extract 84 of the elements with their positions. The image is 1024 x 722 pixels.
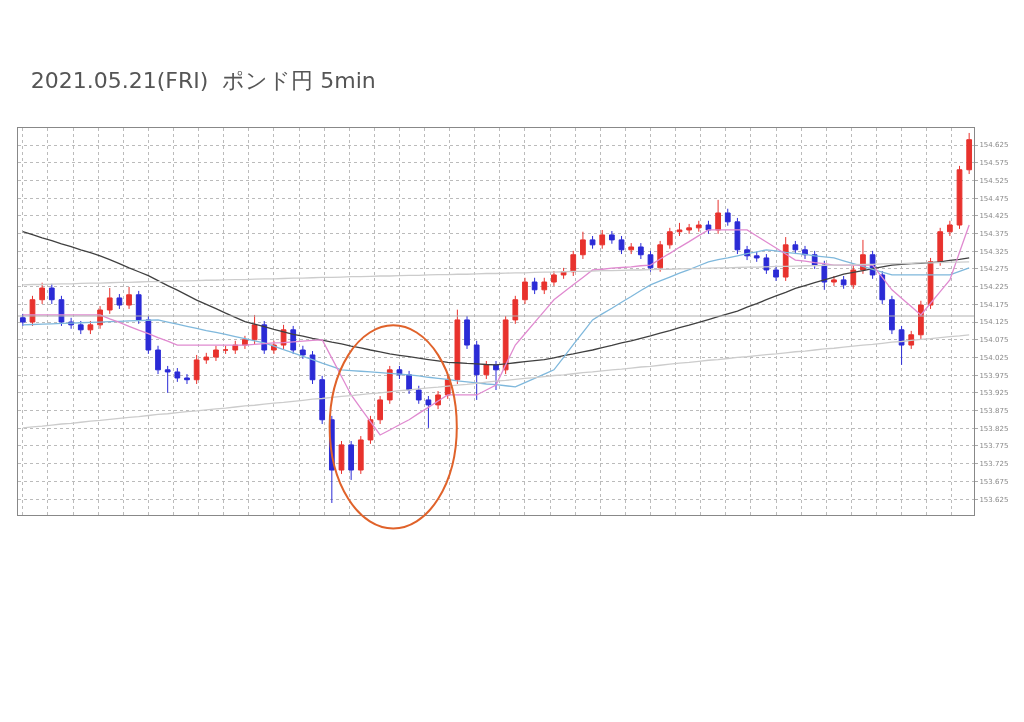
candlestick [889, 295, 895, 335]
candlestick [898, 325, 905, 366]
candlestick [705, 220, 712, 235]
chart-title: 2021.05.21(FRI) ポンド円 5min [30, 67, 376, 93]
candlestick [213, 345, 219, 362]
candlestick [570, 250, 577, 277]
candlestick [773, 265, 779, 282]
candlestick [966, 132, 973, 175]
candlestick [367, 415, 374, 445]
candlestick [676, 222, 683, 237]
candlestick [879, 270, 886, 305]
candlestick [184, 373, 190, 385]
line-series [22, 231, 970, 366]
candlestick [628, 242, 635, 255]
candlestick [300, 345, 306, 360]
candlestick [193, 354, 200, 385]
candlestick [357, 435, 364, 475]
candlestick [522, 277, 528, 305]
candlestick [87, 320, 94, 335]
candlestick [637, 242, 644, 260]
candlestick [686, 223, 692, 235]
candlestick [348, 440, 355, 481]
candlestick [647, 250, 654, 273]
candlestick [831, 275, 837, 287]
line-series [22, 249, 970, 388]
candlestick [956, 165, 963, 230]
candlestick [319, 375, 326, 425]
candlestick [599, 229, 606, 250]
candlestick [19, 313, 26, 327]
candlestick [734, 217, 741, 255]
candlestick [560, 267, 567, 280]
line-series [22, 261, 970, 286]
candlestick [782, 236, 789, 282]
candlestick [135, 290, 142, 325]
candlestick [126, 286, 132, 310]
candlestick [425, 395, 432, 429]
candlestick [551, 270, 557, 287]
candlestick [251, 314, 258, 345]
candlestick [512, 295, 519, 325]
candlestick [937, 227, 944, 267]
candlestick [695, 220, 702, 233]
candlestick [406, 370, 412, 395]
candlestick [454, 309, 461, 385]
candlestick [840, 275, 847, 290]
candlestick [174, 367, 181, 383]
candlestick [377, 395, 383, 425]
candlestick [609, 230, 615, 245]
candlestick [483, 360, 490, 380]
candlestick [473, 340, 480, 401]
candlestick [222, 345, 229, 355]
candlestick [531, 277, 538, 295]
candlestick [464, 315, 470, 350]
candlestick [309, 350, 316, 385]
candlestick [106, 287, 113, 315]
candlestick [155, 345, 161, 375]
candlestick [261, 320, 268, 355]
candlestick [946, 220, 953, 237]
candlestick [541, 277, 548, 295]
candlestick [724, 208, 731, 227]
candlestick [493, 360, 499, 391]
candlestick [203, 352, 210, 365]
candlestick [338, 440, 345, 475]
candlestick [908, 330, 915, 350]
candlestick [618, 235, 625, 255]
candlestick [164, 365, 171, 394]
candlestick [580, 231, 586, 260]
candlestick [116, 293, 123, 310]
candlestick [415, 385, 422, 405]
candlestick [792, 240, 799, 255]
candlestick [666, 227, 673, 250]
candlestick [39, 282, 46, 305]
candlestick [850, 265, 857, 290]
candlestick [48, 283, 55, 305]
candlestick [145, 315, 152, 355]
candlestick [657, 240, 664, 273]
candlestick [386, 365, 393, 405]
line-series [22, 334, 970, 429]
candlestick [77, 320, 84, 335]
candlestick [763, 253, 770, 275]
candlestick [589, 235, 596, 250]
line-series [22, 224, 970, 436]
candlestick [715, 199, 721, 235]
candlestick [753, 251, 760, 263]
candlestick [502, 315, 509, 375]
